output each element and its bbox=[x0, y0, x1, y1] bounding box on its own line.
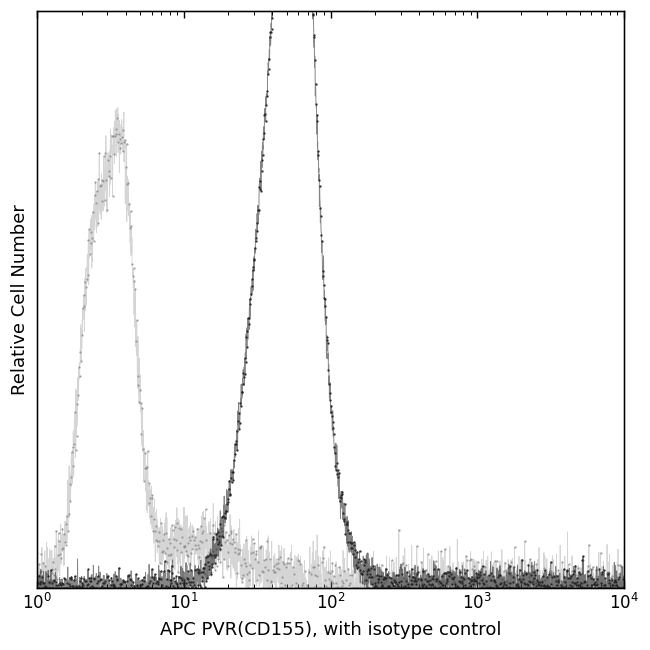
X-axis label: APC PVR(CD155), with isotype control: APC PVR(CD155), with isotype control bbox=[160, 621, 501, 639]
Y-axis label: Relative Cell Number: Relative Cell Number bbox=[11, 204, 29, 395]
